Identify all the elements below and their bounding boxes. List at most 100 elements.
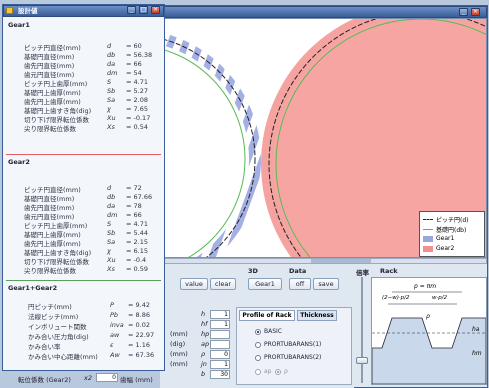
row-name: 歯元円直径(mm)	[24, 213, 75, 221]
row-symbol: Sa	[107, 96, 116, 104]
radio-basic-dot[interactable]	[255, 329, 261, 335]
rack-diagram-svg	[371, 291, 487, 385]
gear1-row: 切り下げ限界転位係数 Xu = -0.17	[24, 114, 164, 124]
gear2-row: ピッチ円上歯厚(mm) S = 4.71	[24, 220, 164, 230]
radio-small-rho-label: ρ	[284, 368, 288, 375]
row-value: = 56.38	[126, 51, 153, 59]
row-value: = 54	[126, 69, 142, 77]
row-name: ピッチ円直径(mm)	[24, 186, 81, 194]
radio-prortubarans-2[interactable]: PRORTUBARANS(2)	[255, 354, 349, 363]
rack-left-label: (2−w)·p/2	[382, 295, 410, 301]
radio-prortubarans-1[interactable]: PRORTUBARANS(1)	[255, 341, 349, 350]
gear1-shape	[161, 32, 261, 257]
value-button[interactable]: value	[180, 278, 208, 290]
row-symbol: Sb	[107, 229, 116, 237]
param-field-4[interactable]	[210, 340, 230, 349]
shift-field[interactable]: 0	[96, 373, 118, 382]
tab-thickness[interactable]: Thickness	[297, 310, 337, 321]
gear1-row: ピッチ円直径(mm) d = 60	[24, 42, 164, 52]
row-symbol: db	[107, 193, 116, 201]
hscrollbar-thumb[interactable]	[311, 259, 371, 263]
gear2-row: 切り下げ限界転位係数 Xu = -0.4	[24, 256, 164, 266]
row-name: 歯元円直径(mm)	[24, 71, 75, 79]
row-symbol: da	[107, 202, 116, 210]
row-name: 切り下げ限界転位係数	[24, 258, 89, 266]
tab-profile-of-rack[interactable]: Profile of Rack	[239, 310, 295, 321]
row-name: 切り下げ限界転位係数	[24, 116, 89, 124]
gear2-row: 尖り限界転位係数 Xs = 0.59	[24, 265, 164, 275]
gear2-row: 歯先円直径(mm) da = 78	[24, 202, 164, 212]
shift-row: 転位係数 (Gear2) x2 0 歯幅 (mm)	[18, 373, 238, 384]
radio-prortubarans-2-dot[interactable]	[255, 355, 261, 361]
param-sym-3: hp	[201, 330, 210, 338]
dialog-minimize-icon[interactable]: _	[127, 6, 136, 14]
close-icon[interactable]: ×	[471, 8, 480, 16]
row-symbol: P	[110, 301, 114, 309]
legend-item-gear2: Gear2	[423, 245, 483, 254]
param-field-6[interactable]: 1	[210, 360, 230, 369]
off-button[interactable]: off	[289, 278, 311, 290]
radio-basic[interactable]: BASIC	[255, 328, 349, 337]
gear2-row: ピッチ円直径(mm) d = 72	[24, 184, 164, 194]
row-symbol: db	[107, 51, 116, 59]
gear1-button[interactable]: Gear1	[248, 278, 282, 290]
row-value: = 67.66	[126, 193, 153, 201]
row-name: 尖り限界転位係数	[24, 267, 76, 275]
row-value: = -0.17	[126, 114, 151, 122]
param-field-5[interactable]: 0	[210, 350, 230, 359]
legend-label-base: 基礎円(db)	[436, 227, 467, 234]
clear-button[interactable]: clear	[210, 278, 236, 290]
dialog-titlebar: 設計値	[3, 5, 164, 17]
pair-row: かみ合い中心距離(mm) Aw = 67.36	[28, 351, 158, 361]
gear-plot[interactable]: ピッチ円(d) 基礎円(db) Gear1 Gear2	[160, 18, 487, 258]
radio-small-rho[interactable]: ρ	[275, 368, 305, 377]
scale-slider-thumb[interactable]	[356, 357, 368, 364]
param-sym-6: jn	[201, 360, 207, 368]
param-field-1[interactable]: 1	[210, 310, 230, 319]
param-field-7[interactable]: 30	[210, 370, 230, 379]
scale-slider[interactable]	[355, 277, 369, 385]
row-value: = 67.36	[128, 351, 155, 359]
row-value: = 9.42	[128, 301, 150, 309]
pair-section: Gear1+Gear2 円ピッチ(mm) P = 9.42 法線ピッチ(mm) Pb =…	[6, 282, 161, 370]
dialog-maximize-icon[interactable]: □	[139, 6, 148, 14]
row-value: = 4.71	[126, 78, 148, 86]
gear2-base-circle	[275, 19, 486, 257]
legend-swatch-gear1	[423, 236, 433, 242]
radio-small-ap-label: ap	[264, 368, 272, 375]
row-name: 法線ピッチ(mm)	[28, 313, 79, 321]
radio-prortubarans-1-dot[interactable]	[255, 342, 261, 348]
dialog-close-icon[interactable]: ×	[151, 6, 160, 14]
minimize-icon[interactable]: _	[459, 8, 468, 16]
row-name: ピッチ円直径(mm)	[24, 44, 81, 52]
design-values-dialog: 設計値 _ □ × Gear1 ピッチ円直径(mm) d = 60 基礎円直径(mm…	[2, 4, 165, 371]
row-symbol: d	[107, 42, 112, 50]
row-value: = 2.15	[126, 238, 148, 246]
row-symbol: inva	[110, 321, 124, 329]
legend-item-gear1: Gear1	[423, 235, 483, 244]
row-name: 基礎円上歯すき角(dig)	[24, 107, 92, 115]
legend-label-pitch: ピッチ円(d)	[436, 217, 469, 224]
row-value: = 8.86	[128, 311, 150, 319]
radio-small-rho-dot[interactable]	[275, 369, 281, 375]
row-value: = 5.27	[126, 87, 148, 95]
gear1-base-circle	[161, 48, 246, 257]
row-name: ピッチ円上歯厚(mm)	[24, 222, 88, 230]
row-value: = 0.02	[128, 321, 150, 329]
row-value: = 0.54	[126, 123, 148, 131]
pair-row: かみ合い圧力角(dig) aw = 22.97	[28, 331, 158, 341]
radio-small-ap[interactable]: ap	[255, 368, 285, 377]
row-name: 歯先円上歯厚(mm)	[24, 98, 81, 106]
row-name: ピッチ円上歯厚(mm)	[24, 80, 88, 88]
row-name: 円ピッチ(mm)	[28, 303, 72, 311]
row-symbol: ε	[110, 341, 114, 349]
save-button[interactable]: save	[313, 278, 339, 290]
legend-item-base: 基礎円(db)	[423, 225, 483, 234]
param-field-3[interactable]	[210, 330, 230, 339]
legend-swatch-base	[423, 229, 433, 230]
scale-label: 倍率	[356, 269, 369, 277]
main-titlebar	[161, 6, 487, 18]
radio-small-ap-dot[interactable]	[255, 369, 261, 375]
plot-hscrollbar[interactable]	[160, 258, 487, 264]
param-field-2[interactable]: 1	[210, 320, 230, 329]
